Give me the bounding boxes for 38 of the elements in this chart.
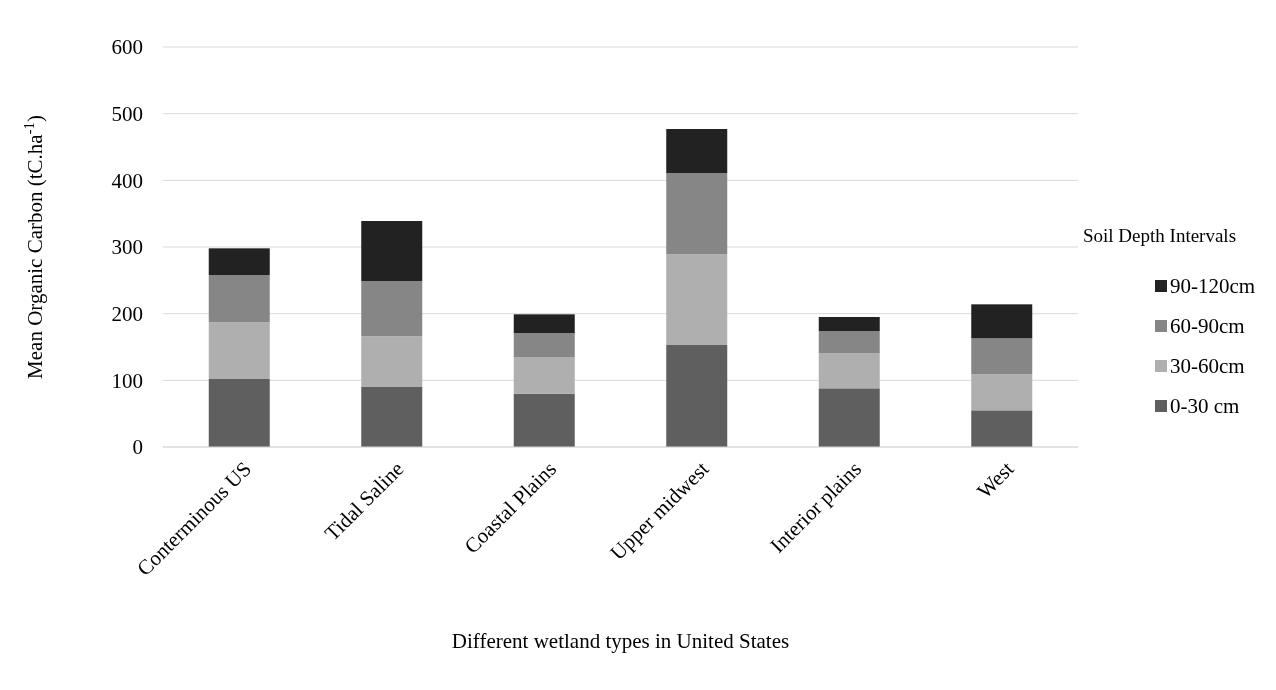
y-tick-label: 100: [111, 368, 143, 393]
bar: [513, 393, 575, 447]
y-tick-label: 400: [111, 168, 143, 193]
bar: [513, 357, 575, 394]
legend-label: 60-90cm: [1170, 314, 1245, 339]
bar: [818, 353, 880, 389]
bar: [666, 129, 728, 173]
bar: [666, 345, 728, 447]
y-tick-label: 300: [111, 235, 143, 260]
y-tick-label: 600: [111, 35, 143, 60]
bar: [513, 333, 575, 357]
legend-label: 0-30 cm: [1170, 394, 1240, 419]
legend-title: Soil Depth Intervals: [1083, 225, 1237, 246]
bar: [208, 379, 270, 447]
bar: [208, 275, 270, 323]
legend-label: 90-120cm: [1170, 274, 1256, 299]
bar: [818, 388, 880, 447]
bar: [208, 248, 270, 275]
bar: [971, 304, 1033, 339]
bar: [971, 338, 1033, 375]
bar: [361, 281, 423, 337]
bar: [971, 374, 1033, 411]
bar: [361, 387, 423, 447]
bar: [666, 254, 728, 345]
bar: [666, 173, 728, 255]
bar: [208, 322, 270, 379]
y-tick-label: 500: [111, 102, 143, 127]
bar: [971, 410, 1033, 447]
bar: [361, 336, 423, 387]
legend-label: 30-60cm: [1170, 354, 1245, 379]
x-axis-title: Different wetland types in United States: [451, 629, 790, 653]
y-tick-label: 0: [132, 435, 143, 460]
bar: [513, 314, 575, 333]
bar: [818, 331, 880, 353]
y-tick-label: 200: [111, 302, 143, 327]
bar: [361, 221, 423, 281]
bar: [818, 317, 880, 331]
x-tick-label: West: [972, 456, 1019, 504]
